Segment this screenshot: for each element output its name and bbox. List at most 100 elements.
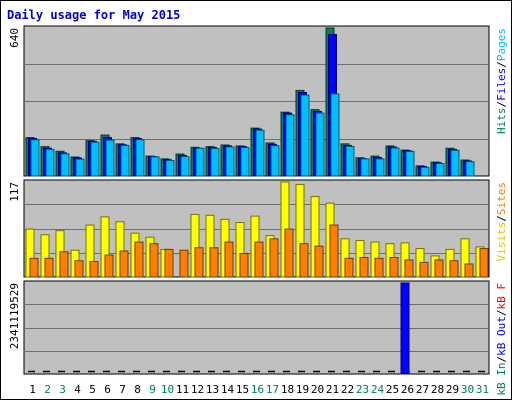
- day-label-5: 5: [89, 383, 96, 396]
- bar-sites-4: [74, 260, 84, 278]
- bar-sites-29: [449, 260, 459, 278]
- bar-sites-2: [44, 257, 54, 278]
- bar-sites-24: [374, 257, 384, 278]
- bar-pages-22: [345, 145, 355, 177]
- day-label-8: 8: [134, 383, 141, 396]
- plot-area-kbin-kbout-kbf: [23, 280, 490, 375]
- bar-sites-17: [269, 238, 279, 278]
- day-label-17: 17: [266, 383, 279, 396]
- day-label-7: 7: [119, 383, 126, 396]
- day-label-18: 18: [281, 383, 294, 396]
- bar-sites-25: [389, 257, 399, 278]
- day-label-14: 14: [221, 383, 235, 396]
- day-label-23: 23: [356, 383, 369, 396]
- bar-pages-14: [225, 146, 235, 177]
- bar-sites-20: [314, 245, 324, 278]
- bar-sites-26: [404, 259, 414, 278]
- legend-bottom-2: kB Out: [495, 316, 508, 356]
- legend-top-2: Files: [495, 68, 508, 101]
- day-label-2: 2: [44, 383, 51, 396]
- bar-pages-21: [330, 93, 340, 177]
- legend-bottom-0: kB In: [495, 363, 508, 396]
- bar-pages-2: [45, 148, 55, 177]
- day-label-21: 21: [326, 383, 339, 396]
- bar-pages-8: [135, 139, 145, 177]
- bar-sites-13: [209, 247, 219, 278]
- bar-pages-6: [105, 139, 115, 177]
- legend-top-1: /: [495, 101, 508, 108]
- bar-sites-12: [194, 247, 204, 278]
- bar-sites-15: [239, 252, 249, 278]
- day-label-6: 6: [104, 383, 111, 396]
- bar-sites-1: [29, 257, 39, 278]
- bar-sites-30: [464, 263, 474, 278]
- day-label-30: 30: [461, 383, 474, 396]
- bar-pages-25: [390, 147, 400, 177]
- day-label-29: 29: [446, 383, 459, 396]
- legend-middle-0: Visits: [495, 222, 508, 262]
- bar-pages-23: [360, 158, 370, 177]
- bar-pages-18: [285, 114, 295, 177]
- legend-bottom-4: kB F: [495, 283, 508, 310]
- legend-middle: Visits/Sites: [495, 182, 508, 262]
- bar-sites-22: [344, 257, 354, 278]
- day-label-9: 9: [149, 383, 156, 396]
- chart-title: Daily usage for May 2015: [7, 8, 181, 22]
- day-label-28: 28: [431, 383, 444, 396]
- day-label-3: 3: [59, 383, 66, 396]
- bar-sites-3: [59, 251, 69, 278]
- day-label-15: 15: [236, 383, 249, 396]
- day-label-11: 11: [176, 383, 189, 396]
- day-label-24: 24: [371, 383, 385, 396]
- bar-pages-29: [450, 149, 460, 177]
- bar-pages-17: [270, 145, 280, 177]
- scale-label-pages-files-hits: 640: [8, 28, 21, 48]
- bar-sites-27: [419, 261, 429, 278]
- day-label-16: 16: [251, 383, 264, 396]
- bar-sites-18: [284, 228, 294, 278]
- legend-bottom: kB In/kB Out/kB F: [495, 283, 508, 396]
- day-label-1: 1: [29, 383, 36, 396]
- bar-sites-21: [329, 224, 339, 278]
- scale-label-visits-sites: 117: [8, 182, 21, 202]
- bar-sites-5: [89, 261, 99, 278]
- legend-middle-1: /: [495, 215, 508, 222]
- bar-sites-31: [479, 248, 489, 278]
- legend-bottom-1: /: [495, 356, 508, 363]
- bar-sites-14: [224, 241, 234, 278]
- bar-pages-7: [120, 144, 130, 177]
- day-label-13: 13: [206, 383, 219, 396]
- bar-pages-30: [465, 161, 475, 177]
- legend-top-4: Pages: [495, 28, 508, 61]
- day-label-10: 10: [161, 383, 174, 396]
- bar-pages-15: [240, 147, 250, 177]
- bar-pages-24: [375, 158, 385, 177]
- bar-pages-5: [90, 141, 100, 177]
- legend-top: Hits/Files/Pages: [495, 28, 508, 134]
- day-label-19: 19: [296, 383, 309, 396]
- legend-top-3: /: [495, 61, 508, 68]
- bar-sites-11: [179, 249, 189, 278]
- bar-pages-19: [300, 94, 310, 177]
- bar-sites-19: [299, 243, 309, 278]
- legend-bottom-3: /: [495, 310, 508, 317]
- bar-sites-23: [359, 257, 369, 278]
- day-label-26: 26: [401, 383, 414, 396]
- legend-top-0: Hits: [495, 108, 508, 135]
- bar-pages-13: [210, 147, 220, 177]
- legend-middle-2: Sites: [495, 182, 508, 215]
- scale-label-kbin-kbout-kbf: 2341119529: [8, 283, 21, 349]
- day-label-4: 4: [74, 383, 81, 396]
- bar-pages-3: [60, 153, 70, 177]
- bar-pages-4: [75, 158, 85, 177]
- bar-pages-12: [195, 147, 205, 177]
- day-label-27: 27: [416, 383, 429, 396]
- bar-sites-28: [434, 259, 444, 278]
- bar-kb-in-26: [400, 282, 410, 375]
- day-label-22: 22: [341, 383, 354, 396]
- bar-pages-27: [420, 166, 430, 177]
- bar-sites-16: [254, 241, 264, 278]
- bar-sites-6: [104, 254, 114, 278]
- bar-pages-26: [405, 150, 415, 177]
